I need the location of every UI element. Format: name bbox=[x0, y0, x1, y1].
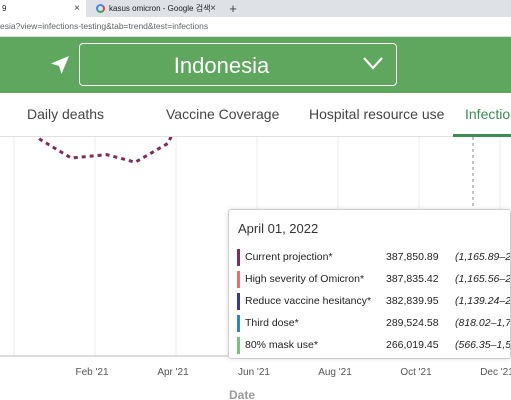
location-label: Indonesia bbox=[173, 53, 270, 78]
tooltip-value: 382,839.95 bbox=[386, 295, 439, 307]
series-swatch bbox=[237, 271, 240, 288]
location-select[interactable]: Indonesia bbox=[79, 43, 397, 86]
browser-tab-title: 9 bbox=[2, 4, 7, 13]
browser-tab-current[interactable]: 9 × bbox=[0, 0, 86, 17]
x-tick-label: Dec '21 bbox=[480, 367, 511, 378]
tooltip-row: Current projection* 387,850.89 (1,165.89… bbox=[237, 248, 511, 266]
tooltip-date: April 01, 2022 bbox=[238, 221, 319, 236]
tooltip-range: (1,139.24–2, bbox=[455, 295, 511, 307]
tab-hospital-resource-use[interactable]: Hospital resource use bbox=[309, 106, 445, 122]
tab-infections[interactable]: Infectio bbox=[465, 106, 511, 122]
tooltip-range: (818.02–1,71 bbox=[455, 317, 511, 329]
tooltip-range: (1,165.89–2, bbox=[455, 251, 511, 263]
tooltip-range: (566.35–1,53 bbox=[455, 339, 511, 351]
address-bar[interactable]: esia?view=infections-testing&tab=trend&t… bbox=[0, 17, 511, 37]
x-tick-label: Apr '21 bbox=[157, 367, 189, 378]
tooltip-series-name: 80% mask use* bbox=[245, 339, 318, 351]
tooltip-value: 289,524.58 bbox=[386, 317, 439, 329]
tooltip-series-name: Current projection* bbox=[245, 251, 333, 263]
x-tick-label: Oct '21 bbox=[400, 367, 432, 378]
chevron-down-icon bbox=[363, 57, 383, 70]
tooltip-row: Third dose* 289,524.58 (818.02–1,71 bbox=[237, 314, 511, 332]
location-header: Indonesia bbox=[0, 37, 511, 93]
series-line-current-projection bbox=[35, 137, 173, 164]
tooltip-range: (1,165.56–2, bbox=[455, 273, 511, 285]
tooltip-series-name: Third dose* bbox=[245, 317, 299, 329]
nav-tabs: Daily deaths Vaccine Coverage Hospital r… bbox=[0, 93, 511, 137]
series-swatch bbox=[237, 315, 240, 332]
series-swatch bbox=[237, 337, 240, 354]
tooltip-value: 387,850.89 bbox=[386, 251, 439, 263]
google-icon bbox=[96, 4, 105, 13]
tab-daily-deaths[interactable]: Daily deaths bbox=[27, 106, 105, 122]
active-tab-indicator bbox=[453, 134, 511, 137]
x-tick-label: Aug '21 bbox=[318, 367, 352, 378]
series-swatch bbox=[237, 293, 240, 310]
tooltip-value: 387,835.42 bbox=[386, 273, 439, 285]
close-tab-icon[interactable]: × bbox=[210, 3, 216, 14]
tooltip-series-name: High severity of Omicron* bbox=[245, 273, 365, 285]
browser-tab-google[interactable]: kasus omicron - Google 검색 × bbox=[88, 0, 222, 17]
x-tick-label: Feb '21 bbox=[75, 367, 108, 378]
x-tick-label: Jun '21 bbox=[238, 367, 270, 378]
tooltip-series-name: Reduce vaccine hesitancy* bbox=[245, 295, 372, 307]
x-axis-label: Date bbox=[229, 388, 255, 400]
chart-tooltip: April 01, 2022 Current projection* 387,8… bbox=[228, 209, 511, 359]
tab-vaccine-coverage[interactable]: Vaccine Coverage bbox=[166, 106, 280, 122]
browser-tab-bar: 9 × kasus omicron - Google 검색 × + bbox=[0, 0, 511, 17]
browser-tab-title: kasus omicron - Google 검색 bbox=[109, 4, 211, 13]
new-tab-button[interactable]: + bbox=[229, 1, 237, 16]
tooltip-row: Reduce vaccine hesitancy* 382,839.95 (1,… bbox=[237, 292, 511, 310]
tooltip-row: High severity of Omicron* 387,835.42 (1,… bbox=[237, 270, 511, 288]
tooltip-row: 80% mask use* 266,019.45 (566.35–1,53 bbox=[237, 336, 511, 354]
series-swatch bbox=[237, 249, 240, 266]
navigation-arrow-icon[interactable] bbox=[48, 53, 72, 77]
close-tab-icon[interactable]: × bbox=[74, 3, 80, 14]
tooltip-value: 266,019.45 bbox=[386, 339, 439, 351]
url-text: esia?view=infections-testing&tab=trend&t… bbox=[0, 21, 209, 31]
